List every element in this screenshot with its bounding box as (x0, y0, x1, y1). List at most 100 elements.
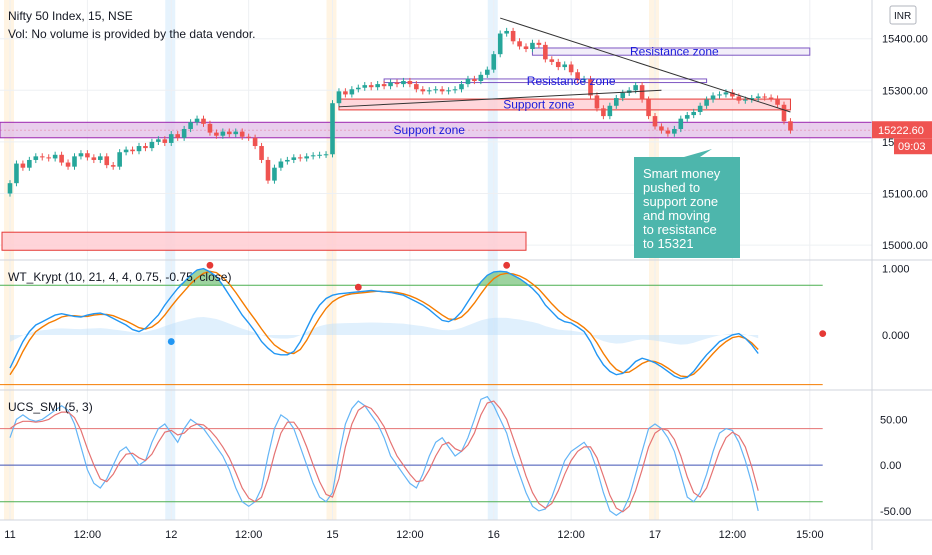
price-tick-label: 15100.00 (882, 189, 928, 201)
candle-body (220, 131, 226, 136)
candle-body (549, 59, 555, 62)
candle-body (233, 131, 239, 135)
candle-body (768, 97, 774, 99)
wt-krypt-panel (0, 261, 827, 386)
trendlines-layer (338, 17, 791, 113)
callout-line: and moving (643, 208, 710, 223)
candle-body (91, 157, 97, 160)
candle-body (297, 157, 303, 159)
price-tick-label: 15300.00 (882, 85, 928, 97)
candle-body (194, 118, 200, 123)
callout-line: to resistance (643, 222, 717, 237)
candle-body (575, 72, 580, 80)
candle-body (85, 153, 90, 158)
candle-body (7, 183, 13, 194)
wt-krypt-title: WT_Krypt (10, 21, 4, 4, 0.75, -0.75, clo… (8, 270, 231, 284)
trendline-down[interactable] (500, 17, 791, 113)
candle-body (252, 137, 258, 147)
candle-body (517, 41, 522, 47)
trendline-up[interactable] (338, 89, 662, 108)
candle-body (633, 85, 638, 91)
smi-series-line (9, 400, 759, 513)
callout-line: Smart money (643, 166, 721, 181)
candle-body (285, 159, 290, 162)
candle-body (304, 156, 309, 159)
wt-signal-dot (167, 338, 175, 345)
callout-note[interactable]: Smart money pushed to support zone and movi… (634, 149, 740, 258)
candle-body (588, 78, 593, 96)
time-tick-label: 15:00 (796, 529, 824, 541)
time-tick-label: 16 (488, 529, 500, 541)
candle-body (362, 85, 368, 88)
candle-body (368, 85, 374, 88)
wt-series-line (9, 267, 759, 380)
candle-body (181, 129, 187, 138)
candle-body (188, 122, 193, 129)
red-zone-lower (1, 231, 527, 251)
wt-signal-dot (354, 283, 362, 291)
candle-body (20, 163, 26, 168)
candle-body (736, 96, 742, 101)
resistance-zone-label-2: Resistance zone (527, 74, 616, 88)
candle-body (504, 30, 509, 34)
time-tick-label: 12:00 (719, 529, 747, 541)
candle-body (72, 156, 77, 167)
candle-body (426, 90, 432, 92)
resistance-zone-2 (383, 78, 708, 84)
candle-body (420, 89, 426, 92)
candle-body (601, 108, 606, 117)
currency-button-bg (889, 5, 917, 25)
resistance-zone-label-1: Resistance zone (630, 45, 719, 59)
candle-body (485, 69, 490, 75)
price-tick-label: 15000.00 (882, 240, 928, 252)
candle-body (614, 98, 619, 106)
candle-body (672, 129, 677, 134)
candle-body (581, 78, 587, 80)
wt-signal-dot (503, 261, 511, 269)
smi-tick-label: 0.00 (880, 460, 901, 472)
candle-body (317, 154, 322, 156)
candle-body (665, 130, 671, 134)
candle-body (110, 165, 116, 167)
candle-body (697, 105, 703, 112)
candle-body (788, 121, 793, 131)
candle-body (710, 95, 716, 100)
candle-body (749, 98, 755, 100)
candle-body (452, 89, 458, 91)
candle-body (149, 141, 155, 149)
candle-body (472, 78, 477, 82)
candle-body (117, 152, 122, 167)
volume-note: Vol: No volume is provided by the data v… (8, 27, 255, 41)
candle-body (394, 82, 400, 85)
price-badge-text: 15222.60 (878, 125, 924, 137)
price-badge-bg (872, 121, 932, 139)
zone-labels: Resistance zone Resistance zone Support … (394, 45, 719, 137)
candle-body (594, 95, 600, 109)
currency-button[interactable]: INR (889, 5, 917, 25)
time-tick-label: 12:00 (235, 529, 263, 541)
candle-body (562, 64, 567, 68)
candle-body (156, 139, 161, 142)
time-tick-label: 15 (326, 529, 338, 541)
wt-signal-dot (206, 261, 214, 269)
candle-body (175, 134, 180, 138)
candle-body (265, 159, 271, 181)
candle-body (536, 42, 542, 45)
candle-body (433, 89, 438, 91)
smi-series-line (9, 395, 759, 517)
time-tick-label: 12:00 (74, 529, 102, 541)
time-axis: 11 12:00 12 12:00 15 12:00 16 12:00 17 12:00 15:00 (4, 529, 823, 541)
callout-line: pushed to (643, 180, 700, 195)
candle-body (407, 81, 413, 85)
candle-body (478, 74, 484, 82)
callout-text: Smart money pushed to support zone and movi… (643, 166, 721, 251)
candle-body (343, 91, 348, 95)
candle-body (762, 96, 767, 98)
wt-signal-dot (819, 330, 827, 338)
time-tick-label: 11 (4, 529, 15, 541)
currency-label: INR (894, 11, 911, 22)
countdown-badge-bg (894, 138, 932, 155)
candle-body (136, 146, 142, 152)
